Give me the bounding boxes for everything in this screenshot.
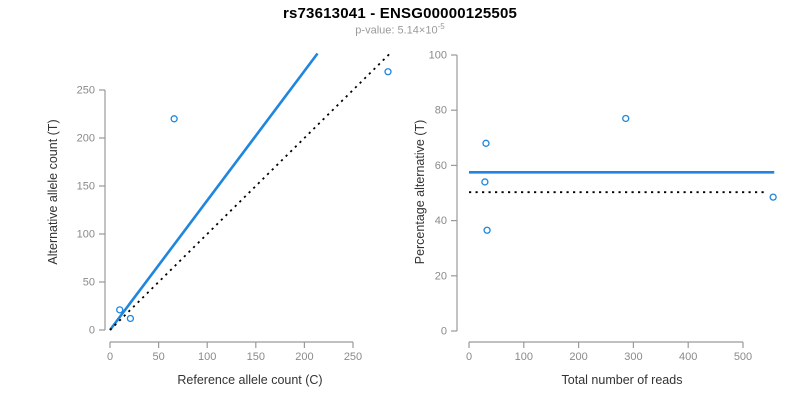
- y-tick-label: 0: [89, 325, 95, 337]
- x-tick-label: 400: [679, 351, 697, 363]
- left-scatter-plot: 0 50 100 150 200 250 0 50 100 150 200 250: [77, 50, 393, 363]
- data-point: [481, 178, 489, 186]
- y-tick-label: 20: [435, 270, 447, 282]
- data-point: [116, 306, 124, 314]
- y-tick-label: 40: [435, 215, 447, 227]
- x-tick-label: 250: [344, 351, 362, 363]
- right-scatter-plot: 0 20 40 60 80 100 0 100 200 300 400 500: [429, 50, 777, 363]
- data-point: [483, 226, 491, 234]
- x-tick-label: 500: [734, 351, 752, 363]
- y-tick-label: 80: [435, 105, 447, 117]
- data-point: [622, 114, 630, 123]
- page-title: rs73613041 - ENSG00000125505: [282, 5, 518, 22]
- y-tick-label: 100: [429, 50, 447, 62]
- y-tick-label: 100: [77, 229, 95, 241]
- y-tick-label: 60: [435, 160, 447, 172]
- y-tick-label: 0: [441, 326, 447, 338]
- y-tick-label: 200: [77, 133, 95, 145]
- data-point: [384, 68, 392, 76]
- x-tick-label: 300: [624, 351, 642, 363]
- pvalue-base: 5.14×10: [397, 24, 438, 37]
- right-plot-x-axis-label: Total number of reads: [562, 373, 683, 387]
- data-point: [482, 139, 490, 147]
- y-tick-label: 50: [83, 277, 95, 289]
- x-tick-label: 200: [295, 351, 313, 363]
- left-plot-y-axis-label: Alternative allele count (T): [46, 119, 60, 264]
- left-plot-x-axis-label: Reference allele count (C): [177, 373, 322, 387]
- data-point: [126, 314, 135, 323]
- y-tick-label: 250: [77, 85, 95, 97]
- y-tick-label: 150: [77, 181, 95, 193]
- pvalue-subtitle: p-value: 5.14×10-5: [0, 22, 800, 37]
- right-plot-y-axis-label: Percentage alternative (T): [413, 120, 427, 265]
- x-tick-label: 100: [198, 351, 216, 363]
- identity-line: [109, 50, 393, 331]
- pvalue-label: p-value:: [355, 24, 398, 37]
- data-point: [170, 115, 178, 123]
- x-tick-label: 200: [569, 351, 587, 363]
- x-tick-label: 0: [466, 351, 472, 363]
- data-point: [769, 193, 777, 201]
- pvalue-exponent: -5: [437, 22, 445, 31]
- x-tick-label: 100: [515, 351, 533, 363]
- fit-line: [108, 52, 319, 331]
- x-tick-label: 0: [107, 351, 113, 363]
- x-tick-label: 150: [247, 351, 265, 363]
- x-tick-label: 50: [152, 351, 164, 363]
